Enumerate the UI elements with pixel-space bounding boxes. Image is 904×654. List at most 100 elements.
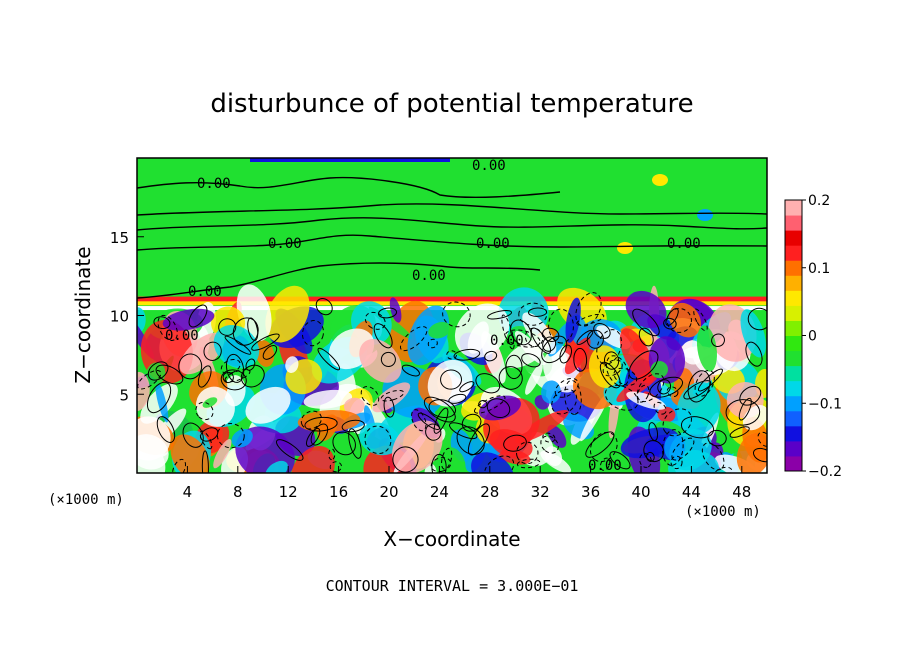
- field-contour: [305, 427, 321, 447]
- field-blob: [540, 450, 572, 473]
- x-tick-label: 16: [329, 483, 348, 501]
- field-contour: [153, 316, 171, 330]
- field-contour: [671, 437, 695, 461]
- zero-contour: [137, 262, 541, 299]
- field-contour: [449, 422, 478, 440]
- field-blob: [195, 386, 235, 427]
- field-contour: [564, 379, 582, 415]
- field-blob: [664, 433, 686, 462]
- field-blob: [392, 420, 443, 473]
- field-contour: [542, 432, 556, 443]
- field-contour: [427, 338, 438, 349]
- field-contour: [697, 368, 723, 392]
- colorbar-swatch: [785, 350, 802, 367]
- field-contour: [224, 335, 252, 355]
- x-tick-label: 12: [279, 483, 298, 501]
- field-contour: [446, 350, 457, 360]
- contour-label: 0.00: [472, 158, 506, 174]
- field-contour: [373, 323, 393, 349]
- field-contour: [401, 364, 420, 377]
- x-tick-label: 24: [430, 483, 449, 501]
- colorbar-swatch: [785, 335, 802, 352]
- field-contour: [425, 423, 442, 441]
- field-contour: [528, 307, 548, 317]
- field-contour: [459, 381, 475, 393]
- field-contour: [392, 446, 419, 473]
- field-contour: [341, 419, 365, 433]
- colorbar-swatch: [785, 440, 802, 457]
- field-contour: [431, 453, 447, 473]
- field-contour: [516, 458, 541, 469]
- x-tick-label: 8: [233, 483, 243, 501]
- zero-contour: [137, 217, 767, 231]
- field-contour: [747, 307, 767, 331]
- field-contour: [220, 358, 241, 374]
- contour-layer: [137, 176, 767, 473]
- field-contour: [542, 327, 560, 342]
- field-contour: [328, 448, 336, 461]
- field-blob: [617, 242, 633, 254]
- field-contour: [707, 429, 727, 447]
- field-blob: [372, 382, 411, 413]
- field-blob: [625, 290, 667, 329]
- field-blob: [564, 337, 591, 375]
- field-contour: [146, 381, 172, 414]
- field-blob: [525, 363, 543, 395]
- field-contour: [559, 344, 572, 364]
- field-contour: [453, 348, 481, 361]
- field-blob: [245, 386, 291, 424]
- field-contour: [478, 400, 488, 409]
- contour-label: 0.00: [588, 458, 622, 474]
- field-contour: [197, 365, 212, 388]
- field-contour: [155, 364, 184, 385]
- field-contour: [487, 310, 512, 320]
- field-contour: [648, 422, 659, 441]
- field-contour: [220, 369, 247, 391]
- field-contour: [317, 347, 341, 371]
- field-blob: [231, 428, 253, 448]
- field-blob: [427, 359, 473, 407]
- field-contour: [586, 329, 604, 349]
- field-contour: [300, 410, 322, 430]
- field-contour: [725, 399, 761, 426]
- field-blob: [657, 406, 676, 423]
- contour-label: 0.00: [188, 284, 222, 300]
- contour-label: 0.00: [165, 328, 199, 344]
- field-contour: [329, 461, 342, 473]
- field-contour: [585, 431, 615, 458]
- zero-contour: [137, 203, 767, 216]
- field-contour: [609, 451, 631, 470]
- field-contour: [232, 317, 259, 346]
- contour-label: 0.00: [667, 236, 701, 252]
- field-blob: [481, 331, 506, 384]
- field-contour: [172, 458, 186, 473]
- field-contour: [596, 329, 622, 365]
- field-blob: [297, 409, 361, 433]
- field-contour: [156, 416, 176, 443]
- x-tick-label: 40: [631, 483, 650, 501]
- y-tick-label: 15: [110, 229, 129, 247]
- x-tick-label: 48: [732, 483, 751, 501]
- field-contour: [739, 385, 762, 406]
- x-tick-label: 28: [480, 483, 499, 501]
- field-contour: [423, 396, 456, 423]
- field-contour: [687, 370, 711, 403]
- field-contour: [195, 401, 214, 421]
- field-contour: [188, 304, 208, 328]
- x-tick-label: 44: [682, 483, 701, 501]
- field-contour: [639, 453, 652, 468]
- field-contour: [225, 353, 245, 383]
- field-blob: [202, 397, 218, 408]
- field-blob: [250, 158, 450, 162]
- field-contour: [456, 426, 485, 455]
- field-contour: [251, 333, 280, 351]
- field-contour: [599, 457, 611, 471]
- field-contour: [643, 440, 665, 463]
- field-contour: [628, 350, 659, 380]
- field-contour: [442, 301, 471, 328]
- field-contour: [399, 326, 428, 352]
- field-blob: [541, 380, 561, 404]
- colorbar-tick-label: 0: [808, 329, 817, 345]
- colorbar-tick-label: 0.2: [808, 193, 830, 209]
- x-tick-label: 4: [183, 483, 193, 501]
